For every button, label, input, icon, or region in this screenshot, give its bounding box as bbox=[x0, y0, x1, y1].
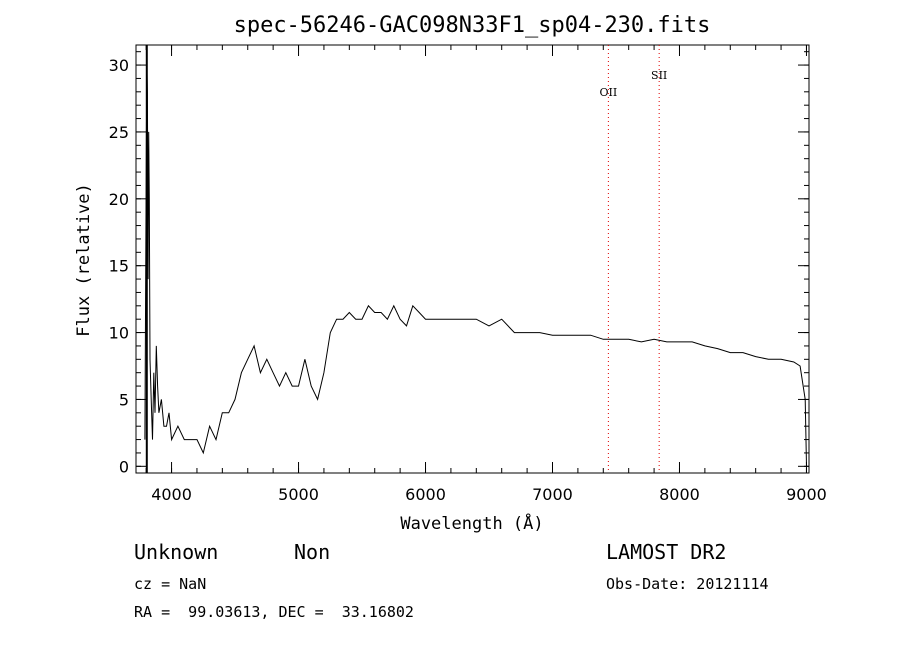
survey-name: LAMOST DR2 bbox=[606, 540, 727, 564]
x-tick-label: 4000 bbox=[151, 485, 192, 504]
chart-title: spec-56246-GAC098N33F1_sp04-230.fits bbox=[234, 13, 711, 38]
x-tick-label: 9000 bbox=[786, 485, 827, 504]
y-tick-label: 5 bbox=[119, 390, 129, 409]
spectral-line-label: SII bbox=[651, 69, 667, 82]
y-tick-label: 25 bbox=[109, 123, 129, 142]
y-tick-label: 10 bbox=[109, 324, 129, 343]
x-tick-label: 6000 bbox=[405, 485, 446, 504]
axis-ticks bbox=[136, 45, 809, 473]
spectral-line-label: OII bbox=[600, 86, 618, 99]
spectrum-series-line bbox=[144, 65, 807, 467]
redshift-cz: cz = NaN bbox=[134, 575, 207, 593]
coordinates: RA = 99.03613, DEC = 33.16802 bbox=[134, 603, 414, 621]
x-tick-label: 8000 bbox=[659, 485, 700, 504]
object-subclass: Non bbox=[294, 540, 331, 564]
x-tick-labels: 4000 5000 6000 7000 8000 9000 bbox=[151, 485, 827, 504]
y-tick-label: 30 bbox=[109, 56, 129, 75]
y-tick-label: 20 bbox=[109, 190, 129, 209]
y-tick-label: 15 bbox=[109, 257, 129, 276]
object-class: Unknown bbox=[134, 540, 219, 564]
y-tick-labels: 0 5 10 15 20 25 30 bbox=[109, 56, 129, 476]
series-group bbox=[144, 65, 807, 467]
x-tick-label: 5000 bbox=[278, 485, 319, 504]
observation-date: Obs-Date: 20121114 bbox=[606, 575, 769, 593]
y-axis-label: Flux (relative) bbox=[74, 183, 94, 337]
x-axis-label: Wavelength (Å) bbox=[400, 512, 543, 534]
x-tick-label: 7000 bbox=[532, 485, 573, 504]
spectral-lines: OII SII bbox=[600, 45, 667, 473]
plot-frame bbox=[135, 44, 810, 474]
y-tick-label: 0 bbox=[119, 457, 129, 476]
